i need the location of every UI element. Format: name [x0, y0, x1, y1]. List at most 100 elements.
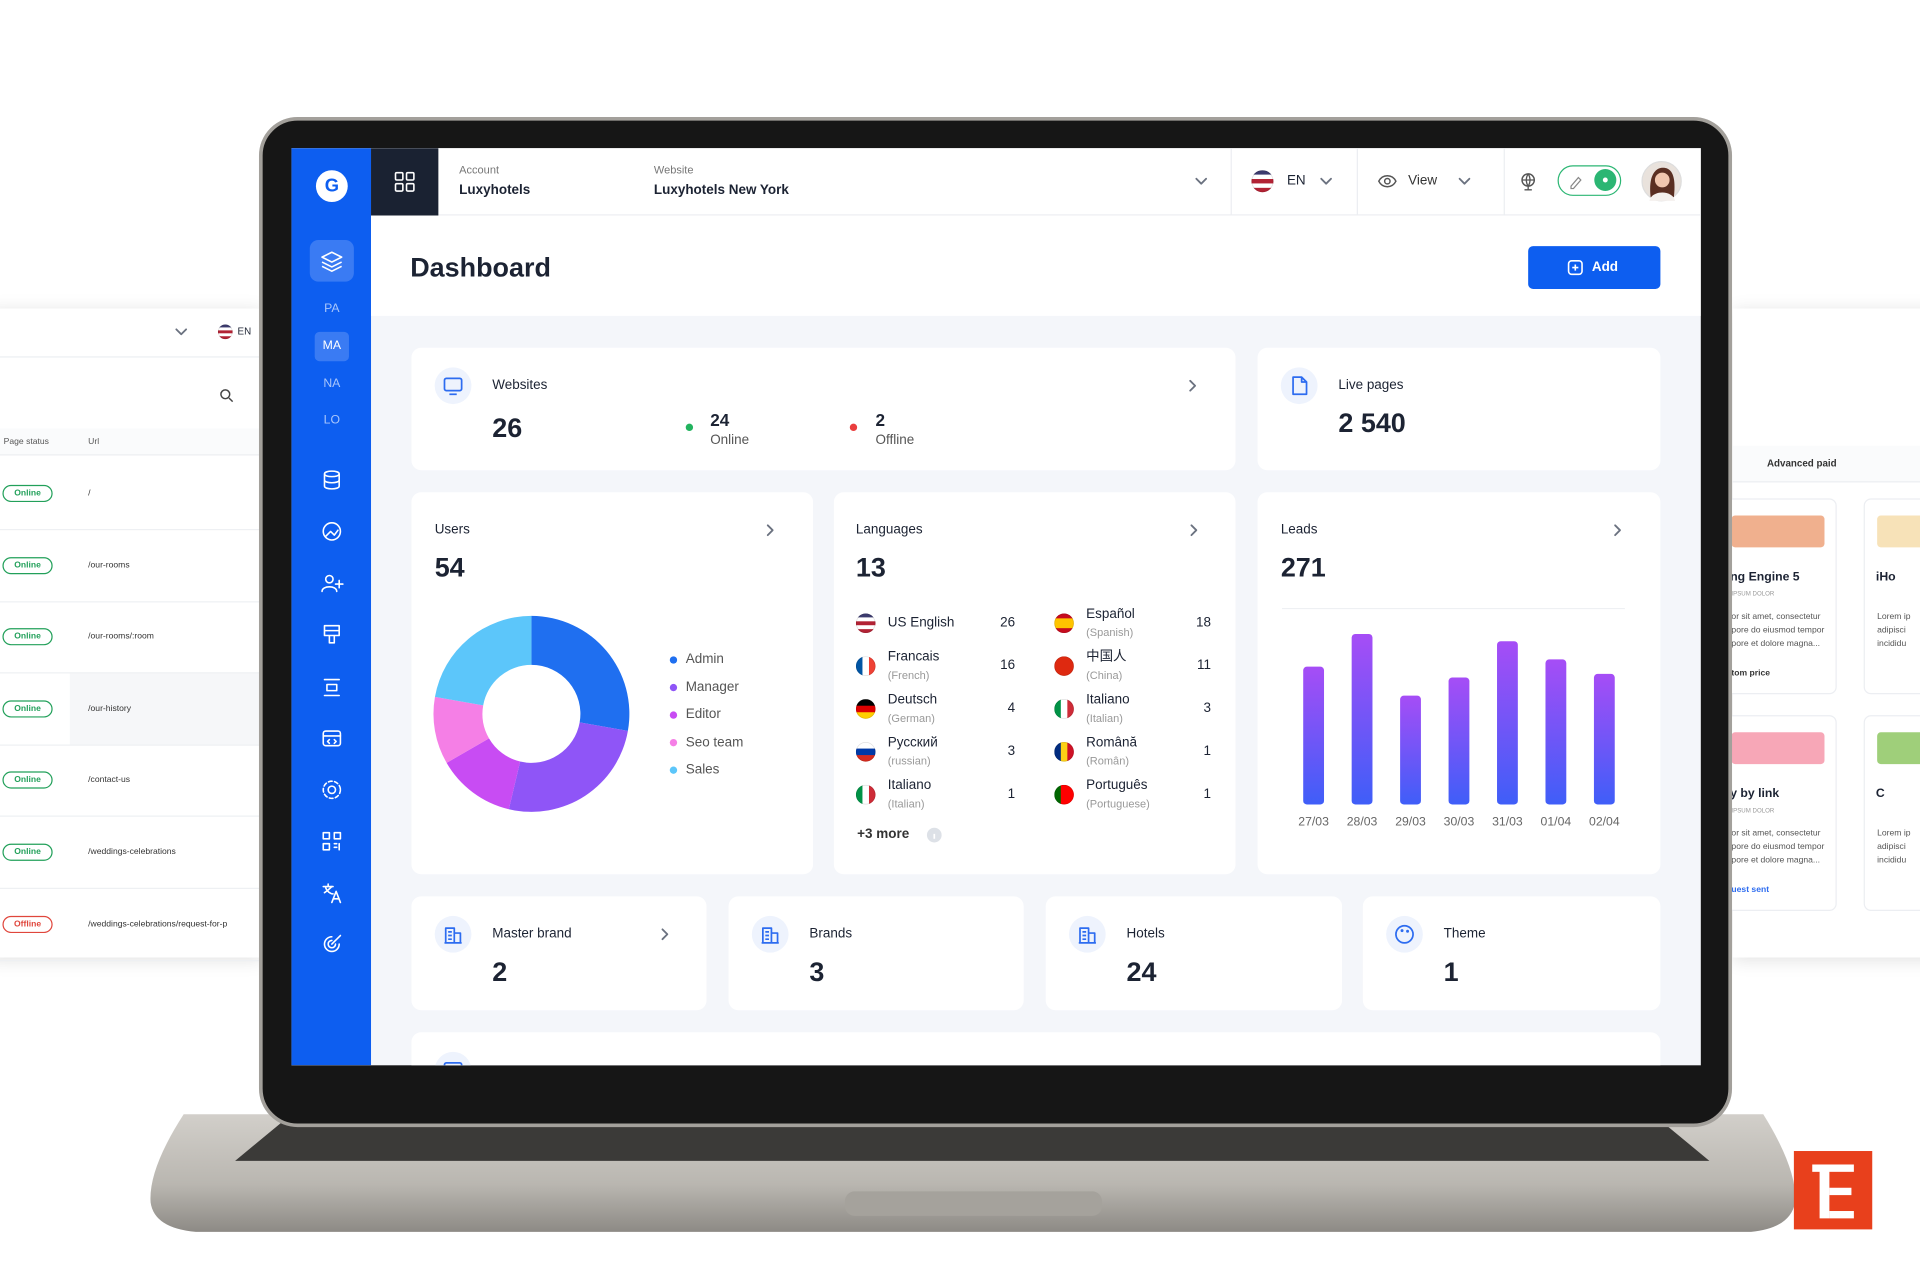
flag-stripe — [1054, 699, 1062, 719]
language-count: 3 — [1007, 743, 1016, 759]
icon-shape — [321, 251, 343, 273]
flag-stripe — [1054, 618, 1074, 624]
section[interactable]: NA — [323, 376, 341, 391]
flag — [855, 699, 876, 719]
publish-toggle[interactable] — [1557, 165, 1623, 198]
language-note: (Portuguese) — [1086, 797, 1150, 810]
brand-logo-bar — [1812, 1164, 1854, 1172]
offer-text: pore et dolore magna... — [1731, 856, 1821, 866]
row-highlight — [69, 673, 278, 745]
offer-title: C — [1875, 787, 1885, 801]
flag-stripe — [217, 330, 233, 334]
nav-icon[interactable] — [321, 520, 343, 542]
icon-shape — [1395, 924, 1414, 944]
nav-icon[interactable] — [321, 572, 344, 594]
info-icon[interactable] — [926, 827, 942, 843]
section[interactable]: PA — [324, 302, 340, 316]
icon — [1068, 915, 1106, 953]
bar — [1448, 677, 1470, 805]
account[interactable]: Luxyhotels — [459, 183, 531, 198]
nav-icon[interactable] — [321, 469, 343, 491]
language-note: (Spanish) — [1086, 626, 1134, 639]
icon-bg — [751, 915, 789, 953]
summary-card: Hotels 24 — [1045, 896, 1343, 1011]
chevron-shape — [1190, 524, 1198, 537]
bar — [1497, 641, 1518, 805]
offer-title: y by link — [1730, 787, 1780, 801]
legend-label: Editor — [685, 707, 721, 722]
flag-stripe — [862, 656, 870, 676]
divider — [1503, 148, 1505, 216]
chevron[interactable] — [1457, 174, 1472, 189]
website[interactable]: Luxyhotels New York — [653, 183, 789, 198]
language-count: 18 — [1196, 615, 1212, 630]
view-icon[interactable] — [1377, 173, 1398, 190]
icon-shape — [321, 579, 344, 593]
add-icon[interactable] — [1567, 260, 1583, 276]
chevron[interactable] — [763, 523, 778, 538]
legend-dot — [669, 683, 678, 692]
language[interactable]: EN — [1286, 173, 1306, 188]
users-card: Users 54 Admin Manager Editor Seo team Sales — [411, 492, 814, 875]
brand-logo-bar — [1829, 1211, 1854, 1219]
icon-shape — [1570, 176, 1582, 190]
section[interactable]: MA — [322, 339, 342, 354]
background-offers: Advanced paid ng Engine 5 IPSUM DOLOR or si… — [1717, 308, 1920, 958]
flag-stripe — [1251, 183, 1274, 189]
icon-shape — [1406, 929, 1410, 933]
chevron[interactable] — [1185, 378, 1200, 393]
offer-text: or sit amet, consectetur — [1731, 829, 1821, 839]
toggle-icons[interactable] — [1559, 167, 1623, 198]
url: / — [88, 489, 91, 498]
button-label[interactable]: Add — [1591, 259, 1619, 275]
offer-text: incididu — [1877, 856, 1907, 866]
nav-icon[interactable] — [321, 882, 343, 904]
add-button[interactable]: Add — [1528, 246, 1661, 289]
flag-ring — [1054, 784, 1074, 805]
flag-stripe — [855, 742, 876, 749]
language-name: 中国人 — [1086, 649, 1127, 665]
status-pill — [2, 628, 53, 646]
status: Online — [14, 847, 41, 857]
card-label: Languages — [855, 522, 923, 537]
chevron[interactable] — [1610, 523, 1625, 538]
screen: G PA MA NA LO Account Luxyhotels Website Luxyhot… — [291, 148, 1701, 1066]
chevron[interactable] — [1187, 523, 1202, 538]
view[interactable]: View — [1408, 173, 1438, 188]
flag-stripes — [855, 613, 876, 634]
layers-icon[interactable] — [321, 250, 343, 273]
globe-icon[interactable] — [1518, 171, 1538, 191]
section[interactable]: LO — [323, 413, 341, 428]
chevron[interactable] — [1194, 174, 1209, 189]
icon-shape — [324, 574, 334, 584]
flag-ring — [855, 613, 876, 634]
nav-icon[interactable] — [321, 623, 343, 645]
apps-button[interactable] — [371, 148, 439, 216]
flag-stripe — [855, 784, 863, 805]
status: Offline — [13, 919, 42, 929]
chevron[interactable] — [658, 927, 673, 942]
online-label: Online — [710, 432, 750, 448]
avatar[interactable] — [1641, 160, 1683, 202]
active-icon-bg[interactable] — [309, 240, 354, 282]
flag — [1054, 699, 1074, 719]
nav-icon[interactable] — [321, 779, 343, 801]
flag-ring — [855, 656, 876, 676]
trackpad-notch — [844, 1191, 1103, 1216]
more-link[interactable]: +3 more — [857, 827, 910, 842]
card-label: Master brand — [492, 926, 572, 942]
websites-card: Websites 26 24 Online 2 Offline — [411, 347, 1236, 471]
nav-icon[interactable] — [321, 933, 343, 955]
active-section[interactable] — [314, 332, 349, 362]
apps-icon[interactable] — [394, 171, 415, 192]
icon-shape — [322, 730, 342, 747]
flag-stripe — [855, 699, 876, 707]
nav-icon[interactable] — [321, 727, 343, 749]
topbar: Account Luxyhotels Website Luxyhotels New Y… — [371, 148, 1701, 216]
nav-icon[interactable] — [321, 676, 343, 698]
language-count: 4 — [1007, 701, 1016, 716]
bar — [1303, 666, 1325, 805]
nav-icon[interactable] — [321, 830, 343, 852]
icon-shape — [1400, 929, 1404, 933]
chevron[interactable] — [1319, 174, 1334, 189]
